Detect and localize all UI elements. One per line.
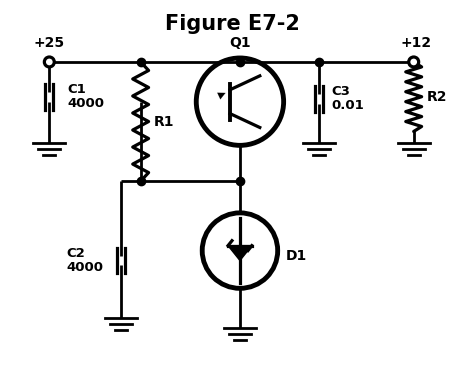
Text: C3
0.01: C3 0.01 xyxy=(331,85,364,112)
Text: R1: R1 xyxy=(153,115,174,129)
Text: Figure E7-2: Figure E7-2 xyxy=(165,14,299,34)
Polygon shape xyxy=(228,246,252,260)
Text: C2
4000: C2 4000 xyxy=(66,247,103,274)
Text: C1
4000: C1 4000 xyxy=(67,83,104,110)
Circle shape xyxy=(44,57,54,67)
Text: D1: D1 xyxy=(286,249,307,263)
Circle shape xyxy=(409,57,418,67)
Text: +12: +12 xyxy=(400,36,431,50)
Text: R2: R2 xyxy=(426,90,447,104)
Text: +25: +25 xyxy=(34,36,65,50)
Text: Q1: Q1 xyxy=(229,36,251,50)
